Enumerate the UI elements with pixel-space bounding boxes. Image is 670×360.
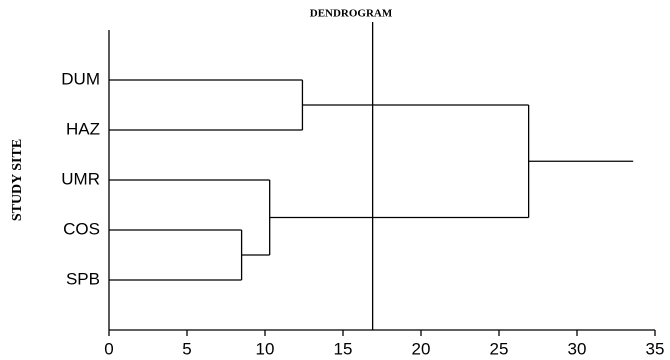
x-tick-label: 0 [104,339,113,358]
leaf-label: SPB [66,269,100,288]
x-tick-label: 30 [568,339,587,358]
chart-title: DENDROGRAM [310,8,393,20]
leaf-label: HAZ [66,119,100,138]
x-tick-label: 20 [412,339,431,358]
leaf-label: DUM [61,69,100,88]
x-tick-label: 15 [334,339,353,358]
x-tick-label: 5 [182,339,191,358]
x-tick-label: 25 [490,339,509,358]
y-axis-label: STUDY SITE [10,139,25,221]
leaf-label: COS [63,219,100,238]
x-tick-label: 35 [646,339,665,358]
x-tick-label: 10 [256,339,275,358]
leaf-label: UMR [61,169,100,188]
